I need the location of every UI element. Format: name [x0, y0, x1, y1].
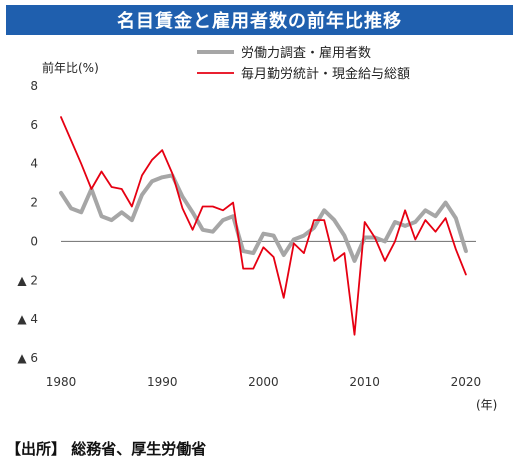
y-tick-labels: 8 6 4 2 0 ▲ 2 ▲ 4 ▲ 6 [17, 79, 38, 365]
legend-label-2: 毎月勤労統計・現金給与総額 [241, 66, 410, 82]
x-tick-label: 2020 [451, 375, 482, 389]
x-tick-labels: 1980 1990 2000 2010 2020 [46, 375, 481, 389]
series-layer [59, 116, 468, 336]
x-tick-label: 2000 [248, 375, 279, 389]
x-tick-label: 1980 [46, 375, 77, 389]
y-tick-label: 4 [30, 157, 38, 171]
line-chart: 前年比(%) 8 6 4 2 0 ▲ 2 ▲ 4 ▲ 6 1980 1990 2000 2010 20… [17, 45, 497, 412]
series-line-2 [60, 116, 467, 336]
y-tick-label: 8 [30, 79, 38, 93]
y-tick-label: ▲ 4 [17, 312, 38, 326]
y-tick-label: ▲ 6 [17, 351, 38, 365]
source-note: 【出所】 総務省、厚生労働省 [6, 440, 207, 458]
series-line-1 [59, 173, 468, 263]
chart-title: 名目賃金と雇用者数の前年比推移 [6, 5, 513, 35]
y-tick-label: 6 [30, 118, 38, 132]
y-tick-label: 2 [30, 196, 38, 210]
x-tick-label: 1990 [147, 375, 178, 389]
y-tick-label: 0 [30, 234, 38, 248]
x-tick-label: 2010 [349, 375, 380, 389]
x-axis-title: (年) [476, 398, 497, 412]
y-axis-title: 前年比(%) [42, 60, 99, 75]
legend-label-1: 労働力調査・雇用者数 [241, 45, 371, 61]
y-tick-label: ▲ 2 [17, 273, 38, 287]
